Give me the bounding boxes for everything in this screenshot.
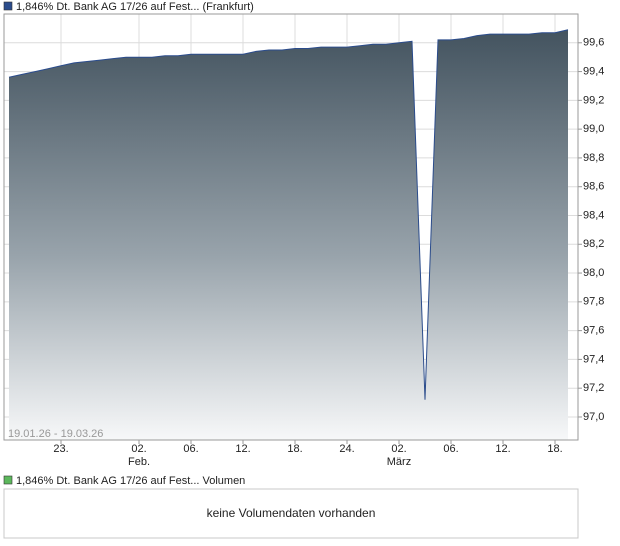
y-tick-label: 98,2 bbox=[583, 238, 604, 250]
line bbox=[8, 29, 569, 400]
y-tick-label: 99,2 bbox=[583, 94, 604, 106]
y-tick-label: 98,4 bbox=[583, 209, 604, 221]
x-tick-label: 06. bbox=[443, 443, 458, 455]
volume-message: keine Volumendaten vorhanden bbox=[207, 506, 376, 520]
area bbox=[9, 29, 568, 441]
y-tick-label: 97,4 bbox=[583, 353, 604, 365]
x-tick-label: 12. bbox=[235, 443, 250, 455]
y-tick-label: 99,4 bbox=[583, 65, 604, 77]
x-tick-label: 18. bbox=[287, 443, 302, 455]
x-tick-label: 24. bbox=[339, 443, 354, 455]
x-tick-label: 18. bbox=[547, 443, 562, 455]
y-tick-label: 99,0 bbox=[583, 123, 604, 135]
y-tick-label: 97,8 bbox=[583, 296, 604, 308]
legend-swatch bbox=[3, 1, 13, 11]
y-tick-label: 98,8 bbox=[583, 152, 604, 164]
plot-border bbox=[3, 13, 579, 441]
x-tick-label: 12. bbox=[495, 443, 510, 455]
marks bbox=[8, 29, 569, 441]
y-tick-label: 97,0 bbox=[583, 411, 604, 423]
y-tick-label: 97,6 bbox=[583, 325, 604, 337]
x-tick-label: 02. bbox=[391, 443, 406, 455]
legend-swatch bbox=[3, 475, 13, 485]
volume-panel bbox=[3, 488, 579, 539]
legend-label: 1,846% Dt. Bank AG 17/26 auf Fest... (Fr… bbox=[16, 1, 254, 13]
date-range: 19.01.26 - 19.03.26 bbox=[8, 428, 103, 440]
y-tick-label: 98,6 bbox=[583, 181, 604, 193]
y-tick-label: 98,0 bbox=[583, 267, 604, 279]
legend-label: 1,846% Dt. Bank AG 17/26 auf Fest... Vol… bbox=[16, 475, 245, 487]
x-tick-label: 23. bbox=[53, 443, 68, 455]
y-tick-label: 99,6 bbox=[583, 37, 604, 49]
y-tick-label: 97,2 bbox=[583, 382, 604, 394]
x-tick-label: 02. bbox=[131, 443, 146, 455]
x-tick-label: 06. bbox=[183, 443, 198, 455]
x-month-label: Feb. bbox=[128, 456, 150, 468]
x-month-label: März bbox=[387, 456, 411, 468]
